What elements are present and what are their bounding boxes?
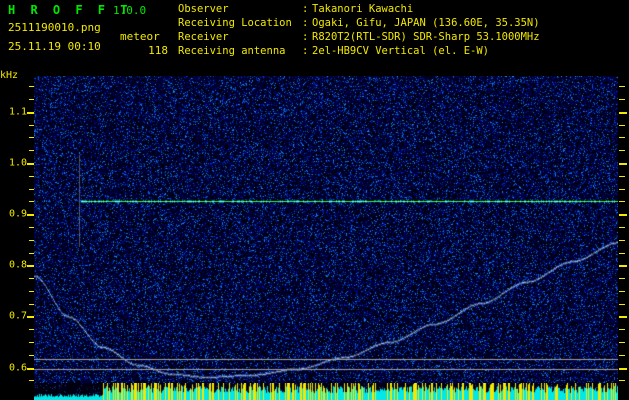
filename-label: 2511190010.png xyxy=(8,21,101,34)
y-tick-mark-right xyxy=(619,150,625,151)
y-minor-tick xyxy=(29,240,34,241)
y-minor-tick xyxy=(29,99,34,100)
spectrogram-plot xyxy=(34,76,618,383)
y-minor-tick xyxy=(29,304,34,305)
y-tick-label: 0.7 xyxy=(8,310,27,322)
y-minor-tick xyxy=(29,150,34,151)
y-tick-mark-right xyxy=(619,291,625,292)
y-tick-mark-right xyxy=(619,227,625,228)
y-minor-tick xyxy=(29,86,34,87)
observation-info: Observer : Takanori Kawachi Receiving Lo… xyxy=(178,2,540,58)
y-minor-tick xyxy=(29,278,34,279)
y-tick-mark-right xyxy=(619,137,625,138)
y-tick-mark-right xyxy=(619,368,627,370)
y-tick-mark-right xyxy=(619,355,625,356)
y-tick-mark-right xyxy=(619,265,627,267)
y-minor-tick xyxy=(29,291,34,292)
y-tick-mark-right xyxy=(619,253,625,254)
info-separator: : xyxy=(302,3,309,15)
meteor-count-label: meteor xyxy=(120,30,160,43)
y-tick-label: 0.6 xyxy=(8,362,27,374)
y-tick-mark-right xyxy=(619,329,625,330)
y-minor-tick xyxy=(29,189,34,190)
info-row-receiver: Receiver : R820T2(RTL-SDR) SDR-Sharp 53.… xyxy=(178,30,540,44)
y-minor-tick xyxy=(29,329,34,330)
amplitude-strip xyxy=(34,383,618,400)
spectrogram-canvas xyxy=(34,76,618,383)
info-value: Takanori Kawachi xyxy=(312,3,414,15)
info-row-antenna: Receiving antenna : 2el-HB9CV Vertical (… xyxy=(178,44,540,58)
app-title: H R O F F T xyxy=(8,3,132,17)
info-value: Ogaki, Gifu, JAPAN (136.60E, 35.35N) xyxy=(312,17,540,29)
meteor-count-value: 118 xyxy=(148,44,168,57)
y-minor-tick xyxy=(29,253,34,254)
y-tick-mark xyxy=(27,316,34,318)
y-minor-tick xyxy=(29,355,34,356)
y-tick-mark-right xyxy=(619,176,625,177)
y-tick-mark xyxy=(27,214,34,216)
y-tick-mark-right xyxy=(619,304,625,305)
amplitude-strip-canvas xyxy=(34,383,618,400)
y-minor-tick xyxy=(29,380,34,381)
info-row-location: Receiving Location : Ogaki, Gifu, JAPAN … xyxy=(178,16,540,30)
info-key: Observer xyxy=(178,3,229,15)
y-tick-mark xyxy=(27,265,34,267)
y-tick-label: 1.0 xyxy=(8,157,27,169)
y-tick-mark-right xyxy=(619,189,625,190)
info-key: Receiver xyxy=(178,31,229,43)
info-value: R820T2(RTL-SDR) SDR-Sharp 53.1000MHz xyxy=(312,31,540,43)
y-tick-mark-right xyxy=(619,214,627,216)
y-tick-label: 1.1 xyxy=(8,106,27,118)
y-tick-mark-right xyxy=(619,278,625,279)
y-tick-mark xyxy=(27,368,34,370)
y-tick-mark-right xyxy=(619,163,627,165)
y-minor-tick xyxy=(29,125,34,126)
y-minor-tick xyxy=(29,201,34,202)
info-separator: : xyxy=(302,17,309,29)
y-tick-mark-right xyxy=(619,125,625,126)
datetime-label: 25.11.19 00:10 xyxy=(8,40,101,53)
app-version: 1.0.0 xyxy=(113,4,147,17)
y-minor-tick xyxy=(29,342,34,343)
y-tick-mark-right xyxy=(619,99,625,100)
y-minor-tick xyxy=(29,176,34,177)
y-tick-mark-right xyxy=(619,201,625,202)
y-minor-tick xyxy=(29,227,34,228)
y-tick-label: 0.9 xyxy=(8,208,27,220)
info-value: 2el-HB9CV Vertical (el. E-W) xyxy=(312,45,490,57)
y-tick-mark-right xyxy=(619,86,625,87)
y-tick-mark-right xyxy=(619,380,625,381)
info-key: Receiving Location xyxy=(178,17,292,29)
y-tick-mark-right xyxy=(619,342,625,343)
info-row-observer: Observer : Takanori Kawachi xyxy=(178,2,540,16)
y-minor-tick xyxy=(29,137,34,138)
y-axis-unit-label: kHz xyxy=(0,70,19,81)
y-tick-mark xyxy=(27,112,34,114)
info-separator: : xyxy=(302,31,309,43)
y-tick-mark-right xyxy=(619,240,625,241)
y-tick-mark-right xyxy=(619,112,627,114)
header-panel: H R O F F T 1.0.0 2511190010.png 25.11.1… xyxy=(0,0,629,70)
y-tick-mark-right xyxy=(619,316,627,318)
y-tick-label: 0.8 xyxy=(8,259,27,271)
info-key: Receiving antenna xyxy=(178,45,286,57)
info-separator: : xyxy=(302,45,309,57)
y-tick-mark xyxy=(27,163,34,165)
